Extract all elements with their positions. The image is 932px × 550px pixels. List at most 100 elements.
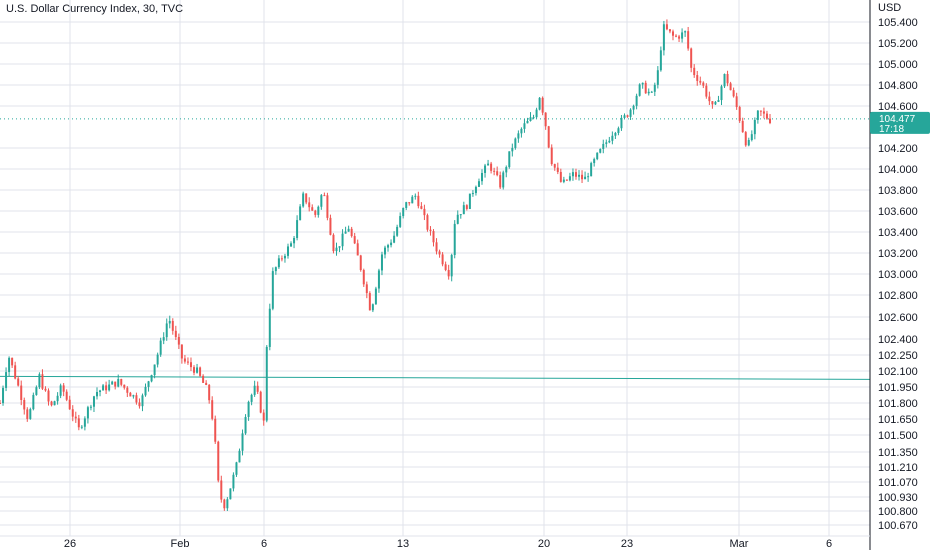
candle-body <box>435 242 438 252</box>
candle-body <box>744 132 747 146</box>
time-tick-label: 20 <box>538 538 550 550</box>
candle-body <box>299 206 302 221</box>
time-tick-label: 26 <box>64 538 76 550</box>
candle-body <box>571 172 574 177</box>
candle-body <box>623 115 626 118</box>
price-tick-label: 103.400 <box>878 227 918 239</box>
candle-body <box>438 251 441 255</box>
candle-body <box>581 174 584 180</box>
candle-body <box>202 375 205 383</box>
candle-body <box>380 254 383 271</box>
candle-body <box>614 132 617 136</box>
price-tick-label: 103.800 <box>878 185 918 197</box>
currency-label: USD <box>878 2 901 14</box>
candle-body <box>517 133 520 139</box>
candle-body <box>547 126 550 148</box>
candle-body <box>359 255 362 271</box>
candle-body <box>268 308 271 347</box>
candle-body <box>417 195 420 207</box>
candle-body <box>538 97 541 110</box>
candle-body <box>662 24 665 51</box>
price-tick-label: 103.200 <box>878 248 918 260</box>
candle-body <box>320 195 323 207</box>
candle-body <box>332 234 335 252</box>
candle-body <box>314 210 317 215</box>
price-axis[interactable]: USD <box>869 0 932 550</box>
candle-body <box>477 181 480 187</box>
candle-body <box>326 195 329 218</box>
candle-body <box>690 48 693 68</box>
candle-body <box>26 409 29 419</box>
candle-body <box>117 379 120 387</box>
candle-body <box>344 231 347 234</box>
candle-body <box>487 163 490 166</box>
candle-body <box>2 387 5 404</box>
candle-body <box>17 378 20 386</box>
candle-body <box>150 375 153 382</box>
time-axis-ticks: 26 Feb 6 13 20 23 Mar 6 <box>64 538 832 550</box>
candle-body <box>693 67 696 76</box>
candle-body <box>765 113 768 119</box>
candle-body <box>717 100 720 102</box>
candle-body <box>271 271 274 309</box>
candle-body <box>608 140 611 143</box>
candle-body <box>762 111 765 114</box>
candle-body <box>429 229 432 232</box>
candle-body <box>308 202 311 208</box>
candle-body <box>8 357 11 373</box>
candle-body <box>511 147 514 152</box>
horizontal-ray-line[interactable] <box>0 375 871 380</box>
candle-body <box>532 117 535 119</box>
candle-body <box>756 110 759 120</box>
candle-body <box>11 357 14 366</box>
candle-body <box>114 381 117 387</box>
candle-body <box>671 31 674 36</box>
candle-body <box>99 390 102 393</box>
candle-body <box>602 143 605 150</box>
candle-body <box>23 399 26 410</box>
candle-body <box>529 117 532 121</box>
candle-body <box>526 120 529 124</box>
candle-body <box>129 392 132 397</box>
candle-body <box>220 480 223 500</box>
candle-body <box>335 247 338 252</box>
candle-body <box>83 418 86 427</box>
price-tick-label: 101.500 <box>878 430 918 442</box>
candle-body <box>423 208 426 216</box>
candle-body <box>235 462 238 475</box>
price-tick-label: 101.800 <box>878 398 918 410</box>
candle-body <box>365 284 368 294</box>
candle-body <box>311 207 314 211</box>
horizontal-line-group[interactable] <box>0 118 871 380</box>
candle-body <box>568 176 571 181</box>
candle-body <box>138 402 141 407</box>
candle-body <box>447 269 450 277</box>
candle-body <box>405 202 408 208</box>
current-price-tag: 104.477 17:18 <box>870 111 930 135</box>
candle-body <box>465 205 468 209</box>
candle-body <box>211 400 214 419</box>
candle-body <box>371 304 374 311</box>
candle-body <box>156 354 159 365</box>
candle-body <box>675 35 678 37</box>
candle-body <box>550 147 553 165</box>
candle-body <box>250 394 253 402</box>
candle-body <box>350 228 353 237</box>
candle-body <box>223 499 226 509</box>
candle-body <box>711 101 714 105</box>
candle-body <box>535 109 538 118</box>
candle-body <box>92 396 95 407</box>
candle-body <box>265 346 268 421</box>
price-tick-label: 100.670 <box>878 520 918 532</box>
price-tick-label: 105.000 <box>878 59 918 71</box>
chart-gridlines <box>0 0 870 536</box>
price-tick-label: 104.800 <box>878 80 918 92</box>
candle-body <box>0 403 1 404</box>
candle-body <box>484 165 487 173</box>
candle-body <box>256 385 259 392</box>
candle-body <box>56 395 59 402</box>
candle-body <box>68 399 71 410</box>
candle-body <box>59 385 62 396</box>
time-tick-label: Feb <box>171 538 190 550</box>
price-tick-label: 102.100 <box>878 366 918 378</box>
